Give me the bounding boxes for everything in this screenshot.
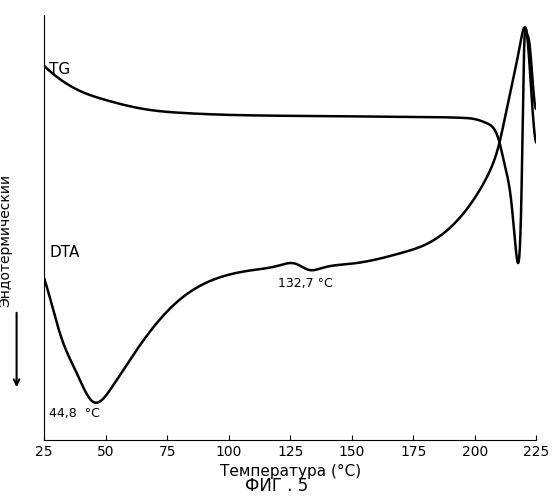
Text: ФИГ . 5: ФИГ . 5 xyxy=(245,477,308,495)
Text: Эндотермический: Эндотермический xyxy=(0,174,13,306)
Text: DTA: DTA xyxy=(49,245,80,260)
Text: 44,8  °C: 44,8 °C xyxy=(49,406,100,420)
Text: TG: TG xyxy=(49,62,70,78)
X-axis label: Температура (°C): Температура (°C) xyxy=(220,464,361,479)
Text: 132,7 °C: 132,7 °C xyxy=(278,277,333,290)
